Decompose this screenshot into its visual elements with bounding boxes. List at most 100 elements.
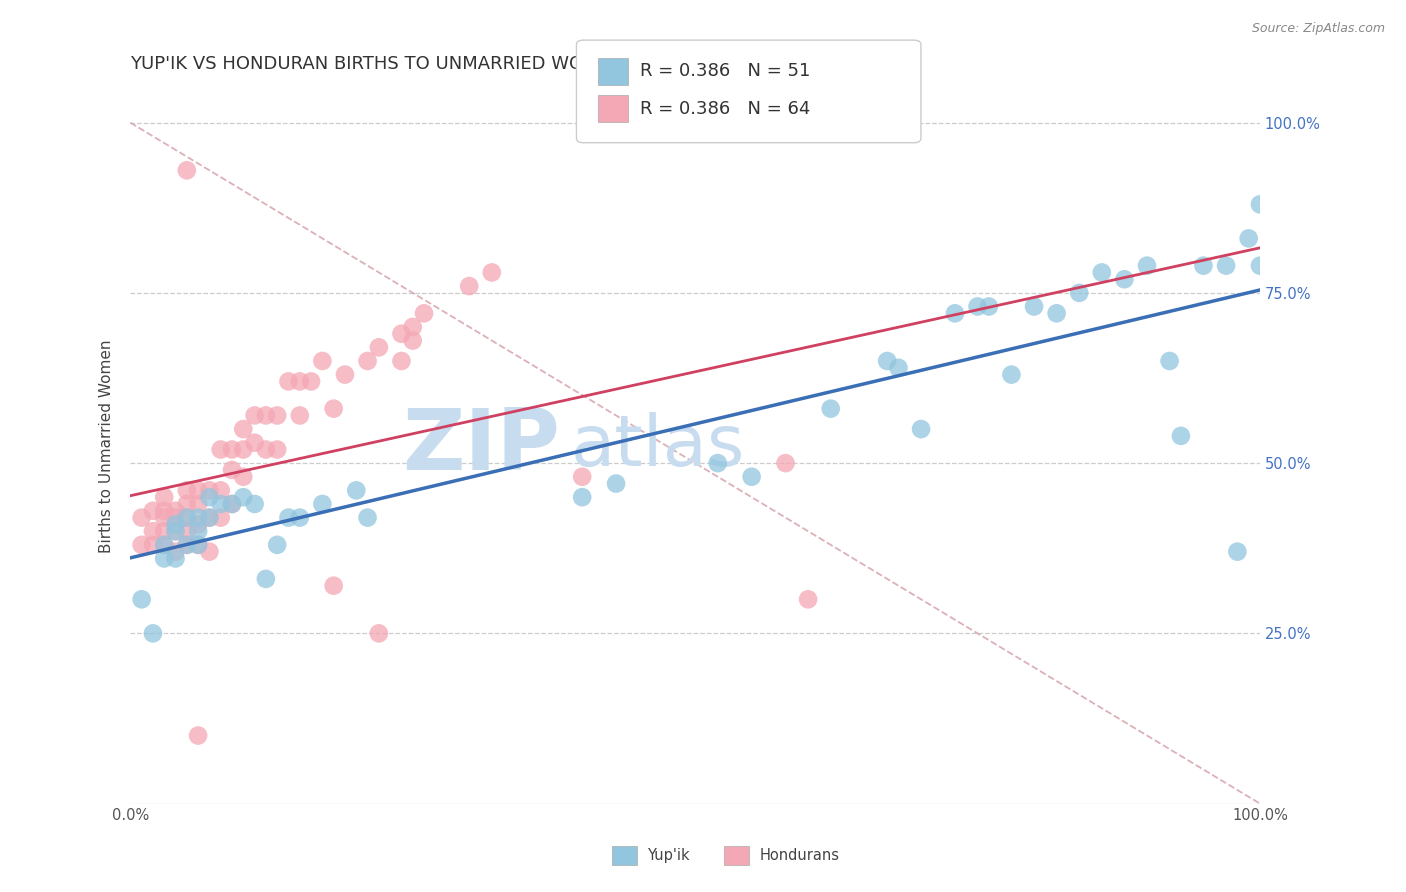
Point (232, 469, 254, 483)
Point (356, 354, 378, 368)
Point (176, 483, 198, 498)
Point (165, 510, 187, 524)
Point (356, 510, 378, 524)
Point (142, 524, 165, 539)
Point (165, 524, 187, 539)
Point (131, 592, 153, 607)
Point (344, 483, 367, 498)
Point (153, 538, 176, 552)
Point (391, 326, 413, 341)
Point (266, 442, 288, 457)
Point (741, 469, 763, 483)
Point (1170, 429, 1192, 443)
Text: Hondurans: Hondurans (759, 848, 839, 863)
Text: Source: ZipAtlas.com: Source: ZipAtlas.com (1251, 22, 1385, 36)
Point (413, 306, 436, 320)
Point (153, 510, 176, 524)
Point (187, 524, 209, 539)
Point (176, 524, 198, 539)
Point (1215, 259, 1237, 273)
Y-axis label: Births to Unmarried Women: Births to Unmarried Women (100, 339, 114, 553)
Point (1069, 285, 1091, 300)
Text: R = 0.386   N = 51: R = 0.386 N = 51 (640, 62, 810, 80)
Point (176, 497, 198, 511)
Point (187, 517, 209, 532)
Point (198, 483, 221, 498)
Point (254, 442, 277, 457)
Point (277, 375, 299, 389)
Text: atlas: atlas (571, 411, 745, 481)
Point (311, 497, 333, 511)
Point (1000, 368, 1022, 382)
Point (209, 483, 232, 498)
Point (176, 510, 198, 524)
Point (187, 538, 209, 552)
Point (266, 538, 288, 552)
Point (402, 334, 425, 348)
Point (243, 435, 266, 450)
Point (288, 409, 311, 423)
Point (605, 476, 627, 491)
Point (571, 469, 593, 483)
Point (198, 510, 221, 524)
Text: Yup'ik: Yup'ik (647, 848, 689, 863)
Point (165, 504, 187, 518)
Point (1091, 265, 1114, 279)
Point (391, 354, 413, 368)
Point (165, 517, 187, 532)
Text: YUP'IK VS HONDURAN BIRTHS TO UNMARRIED WOMEN CORRELATION CHART: YUP'IK VS HONDURAN BIRTHS TO UNMARRIED W… (131, 55, 824, 73)
Point (131, 538, 153, 552)
Point (153, 538, 176, 552)
Point (209, 497, 232, 511)
Point (402, 320, 425, 334)
Point (209, 442, 232, 457)
Point (311, 354, 333, 368)
Point (232, 422, 254, 436)
Point (243, 497, 266, 511)
Point (299, 375, 322, 389)
Point (1114, 272, 1136, 286)
Point (775, 456, 797, 470)
Text: ZIP: ZIP (402, 405, 560, 488)
Point (266, 409, 288, 423)
Point (333, 368, 356, 382)
Point (165, 524, 187, 539)
Point (198, 490, 221, 504)
Point (706, 456, 728, 470)
Point (254, 409, 277, 423)
Point (187, 483, 209, 498)
Point (142, 538, 165, 552)
Point (887, 360, 910, 375)
Point (876, 354, 898, 368)
Point (209, 510, 232, 524)
Point (943, 306, 966, 320)
Point (1192, 259, 1215, 273)
Point (277, 510, 299, 524)
Point (1249, 197, 1271, 211)
Point (458, 279, 481, 293)
Point (910, 422, 932, 436)
Point (322, 579, 344, 593)
Point (367, 340, 389, 354)
Point (1226, 544, 1249, 558)
Point (221, 442, 243, 457)
Point (165, 551, 187, 566)
Point (198, 544, 221, 558)
Point (1237, 231, 1260, 245)
Point (820, 401, 842, 416)
Point (198, 510, 221, 524)
Point (367, 626, 389, 640)
Point (221, 497, 243, 511)
Point (187, 729, 209, 743)
Point (142, 504, 165, 518)
Point (153, 504, 176, 518)
Point (232, 490, 254, 504)
Point (221, 463, 243, 477)
Point (1159, 354, 1181, 368)
Point (142, 626, 165, 640)
Point (977, 300, 1000, 314)
Point (221, 497, 243, 511)
Point (232, 442, 254, 457)
Point (153, 490, 176, 504)
Point (131, 510, 153, 524)
